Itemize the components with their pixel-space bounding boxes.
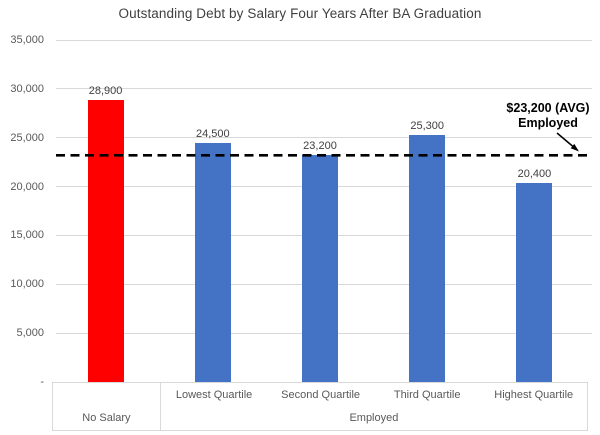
y-tick-label: 10,000	[10, 278, 44, 291]
y-tick-label: 15,000	[10, 229, 44, 242]
bar-value-label: 20,400	[517, 167, 552, 180]
y-tick-label: 5,000	[16, 327, 44, 340]
y-tick-label: 20,000	[10, 180, 44, 193]
category-axis: No Salary Lowest Quartile Second Quartil…	[52, 382, 588, 431]
bar-value-label: 25,300	[410, 119, 445, 132]
bar-value-label: 23,200	[303, 140, 337, 153]
gridline	[56, 88, 592, 90]
bar-no-salary	[87, 99, 124, 382]
gridline	[56, 39, 592, 41]
category-group-no-salary: No Salary	[53, 383, 161, 430]
bar-slot: 24,500	[159, 40, 266, 382]
category-group-label-no-salary: No Salary	[82, 412, 131, 425]
average-annotation: $23,200 (AVG) Employed	[498, 101, 598, 131]
average-line-overlay	[56, 132, 592, 157]
category-label-lowest-quartile: Lowest Quartile	[175, 388, 253, 401]
y-tick-label: 30,000	[10, 82, 44, 95]
chart-title: Outstanding Debt by Salary Four Years Af…	[118, 6, 482, 21]
bar-third-quartile	[409, 134, 446, 382]
category-label-second-quartile: Second Quartile	[281, 388, 361, 401]
average-annotation-group: Employed	[518, 116, 578, 130]
bar-lowest-quartile	[194, 142, 231, 382]
average-annotation-value: $23,200 (AVG)	[506, 101, 590, 115]
y-tick-label: 35,000	[10, 34, 44, 46]
plot-area: 28,900 24,500 23,200 25,300 20,400 $23,200 (…	[52, 39, 592, 382]
bars-container: 28,900 24,500 23,200 25,300 20,400	[52, 40, 588, 382]
y-tick-label: 25,000	[10, 131, 44, 144]
annotation-arrow-head	[570, 143, 579, 152]
category-subrow-empty	[53, 383, 160, 407]
y-tick-label: -	[40, 376, 44, 388]
category-subrow-quartiles: Lowest Quartile Second Quartile Third Qu…	[161, 383, 587, 407]
bar-value-label: 28,900	[88, 84, 123, 97]
category-label-third-quartile: Third Quartile	[393, 388, 461, 401]
category-label-highest-quartile: Highest Quartile	[494, 388, 574, 401]
gridline	[56, 137, 592, 139]
category-group-label-employed: Employed	[349, 412, 399, 425]
bar-slot: 25,300	[374, 40, 481, 382]
category-group-employed: Lowest Quartile Second Quartile Third Qu…	[161, 383, 587, 430]
bar-slot: 28,900	[52, 40, 159, 382]
bar-slot: 20,400	[481, 40, 588, 382]
bar-value-label: 24,500	[195, 127, 230, 140]
bar-highest-quartile	[516, 182, 553, 382]
bar-second-quartile	[302, 155, 338, 382]
bar-slot: 23,200	[266, 40, 373, 382]
annotation-arrow-line	[556, 132, 574, 148]
